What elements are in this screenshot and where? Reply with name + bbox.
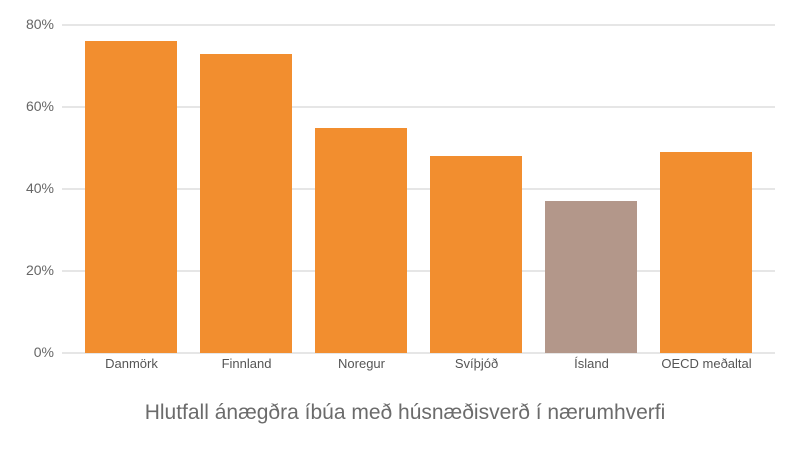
y-tick-label: 0%: [33, 344, 54, 360]
x-tick-label: Danmörk: [105, 356, 158, 371]
x-tick-label: Ísland: [574, 356, 609, 371]
bar: [200, 53, 292, 353]
bar: [660, 152, 752, 353]
x-tick-label: OECD meðaltal: [661, 356, 752, 371]
y-tick-label: 60%: [25, 98, 54, 114]
gridline: [62, 24, 775, 26]
y-tick-label: 40%: [25, 180, 54, 196]
y-tick-label: 80%: [25, 16, 54, 32]
x-tick-label: Noregur: [338, 356, 385, 371]
bar: [430, 156, 522, 353]
x-tick-label: Finnland: [221, 356, 272, 371]
gridline: [62, 188, 775, 190]
gridline: [62, 352, 775, 354]
x-tick-label: Svíþjóð: [454, 356, 499, 371]
y-tick-label: 20%: [25, 262, 54, 278]
gridline: [62, 106, 775, 108]
bar: [545, 201, 637, 353]
chart-title: Hlutfall ánægðra íbúa með húsnæðisverð í…: [144, 401, 666, 424]
bar: [315, 127, 407, 353]
bar: [85, 41, 177, 353]
gridline: [62, 270, 775, 272]
